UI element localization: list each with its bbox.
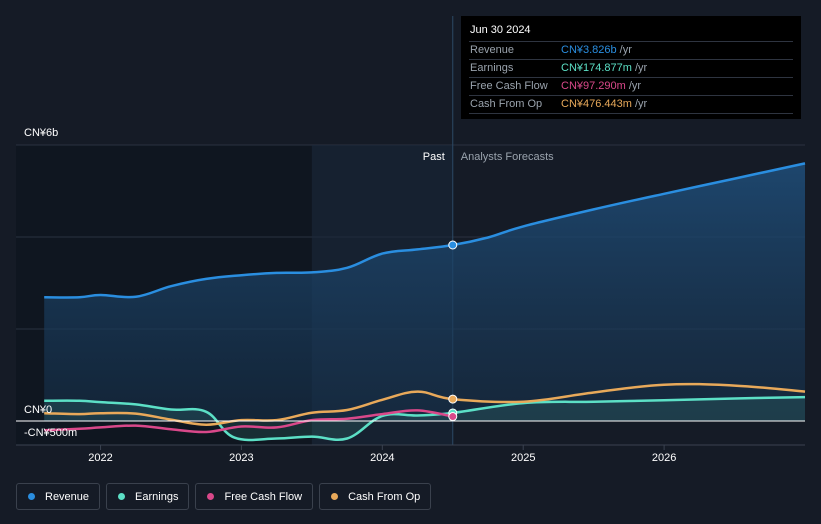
legend-label: Revenue xyxy=(45,490,90,503)
tooltip-value: CN¥3.826b xyxy=(561,44,617,56)
tooltip-value: CN¥476.443m xyxy=(561,98,632,110)
tooltip-unit: /yr xyxy=(634,62,648,74)
fcf-marker xyxy=(448,412,458,422)
legend-dot-icon xyxy=(118,493,126,500)
tooltip-row-free-cash-flow: Free Cash Flow CN¥97.290m /yr xyxy=(469,77,793,95)
x-tick-label: 2024 xyxy=(370,452,394,464)
tooltip-row-earnings: Earnings CN¥174.877m /yr xyxy=(469,59,793,77)
legend-item-free-cash-flow[interactable]: Free Cash Flow xyxy=(195,483,314,510)
legend-dot-icon xyxy=(28,493,35,500)
legend-item-earnings[interactable]: Earnings xyxy=(106,483,190,510)
past-label: Past xyxy=(423,151,445,163)
revenue-area xyxy=(44,163,805,421)
legend-label: Earnings xyxy=(135,490,179,503)
cfo-line xyxy=(44,382,806,426)
cfo-marker xyxy=(448,394,458,404)
revenue-line xyxy=(44,162,806,299)
x-tick-label: 2022 xyxy=(88,452,112,464)
tooltip-unit: /yr xyxy=(628,80,642,92)
tooltip-row-revenue: Revenue CN¥3.826b /yr xyxy=(469,41,793,59)
tooltip-value: CN¥97.290m xyxy=(561,80,626,92)
legend: Revenue Earnings Free Cash Flow Cash Fro… xyxy=(16,483,432,510)
tooltip-row-cash-from-op: Cash From Op CN¥476.443m /yr xyxy=(469,95,793,114)
tooltip-unit: /yr xyxy=(634,98,648,110)
x-tick-label: 2023 xyxy=(229,452,253,464)
tooltip-label: Cash From Op xyxy=(470,98,543,110)
earnings-area xyxy=(44,397,805,441)
tooltip-unit: /yr xyxy=(619,44,632,56)
tooltip: Jun 30 2024 Revenue CN¥3.826b /yr Earnin… xyxy=(461,16,801,119)
x-tick-label: 2026 xyxy=(652,452,676,464)
tooltip-label: Earnings xyxy=(470,62,514,74)
forecast-label: Analysts Forecasts xyxy=(461,151,554,163)
tooltip-date: Jun 30 2024 xyxy=(470,24,531,36)
tooltip-label: Free Cash Flow xyxy=(470,80,548,92)
legend-item-revenue[interactable]: Revenue xyxy=(16,483,101,510)
y-tick-label: CN¥6b xyxy=(24,127,58,139)
y-tick-label: -CN¥500m xyxy=(24,427,77,439)
legend-label: Free Cash Flow xyxy=(224,490,303,503)
tooltip-value: CN¥174.877m xyxy=(561,62,632,74)
earnings-line xyxy=(44,395,806,442)
legend-label: Cash From Op xyxy=(348,490,421,503)
x-tick-label: 2025 xyxy=(511,452,535,464)
legend-item-cash-from-op[interactable]: Cash From Op xyxy=(319,483,432,510)
legend-dot-icon xyxy=(331,493,339,500)
fcf-line xyxy=(44,409,454,434)
legend-dot-icon xyxy=(207,493,215,500)
y-tick-label: CN¥0 xyxy=(24,404,52,416)
revenue-marker xyxy=(448,240,458,250)
tooltip-label: Revenue xyxy=(470,44,515,56)
